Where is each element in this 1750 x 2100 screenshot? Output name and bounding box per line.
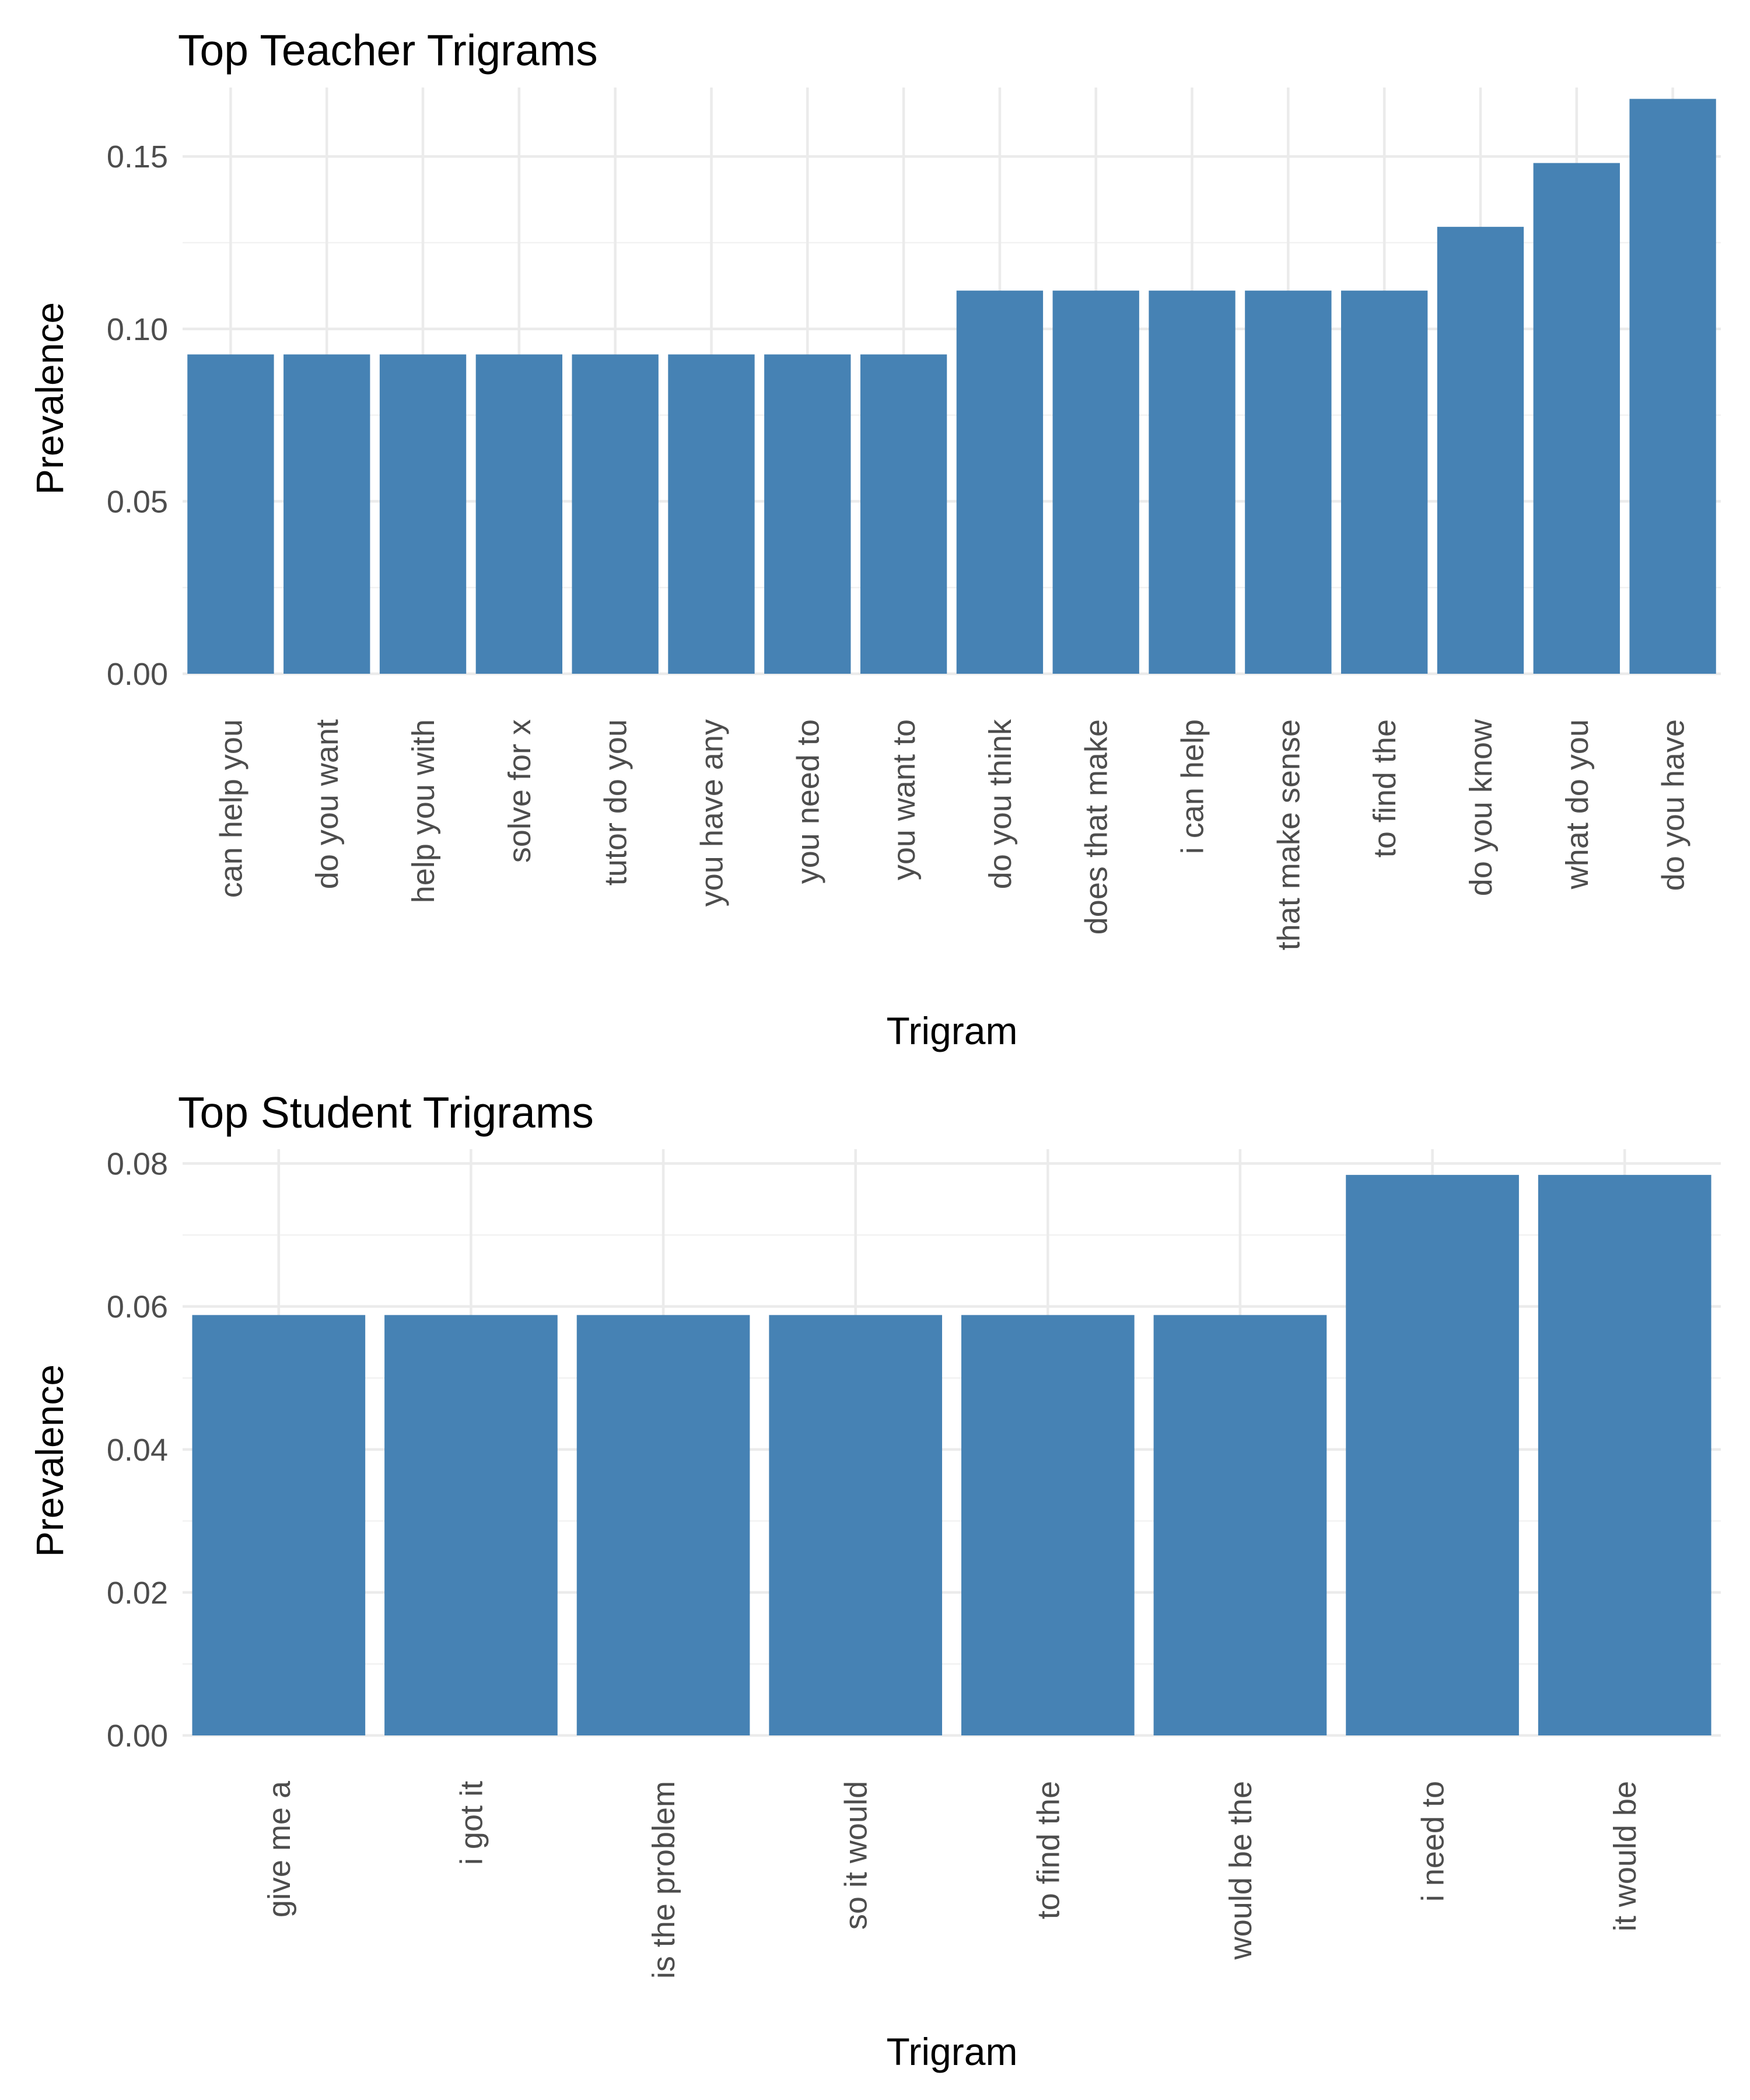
student-x-tick-label: i need to <box>1416 1781 1451 1902</box>
teacher-x-tick-label: do you know <box>1464 719 1499 896</box>
teacher-x-tick-label: you have any <box>694 719 729 907</box>
teacher-bar-you-need-to <box>764 354 851 674</box>
student-y-ticks: 0.00 0.02 0.04 0.06 0.08 <box>107 1147 168 1754</box>
student-x-ticks: give me a i got it is the problem so it wou… <box>262 1780 1643 1979</box>
teacher-y-tick-label: 0.05 <box>107 484 168 519</box>
teacher-x-tick-label: i can help <box>1175 719 1210 854</box>
student-y-tick-label: 0.04 <box>107 1433 168 1468</box>
teacher-x-tick-label: can help you <box>214 719 249 898</box>
teacher-bar-does-that-make <box>1052 290 1139 674</box>
teacher-bar-tutor-do-you <box>572 354 659 674</box>
student-bar-would-be-the <box>1153 1315 1327 1735</box>
student-y-tick-label: 0.08 <box>107 1147 168 1182</box>
teacher-bars <box>187 99 1716 674</box>
student-x-axis-title: Trigram <box>887 2030 1018 2073</box>
teacher-x-tick-label: do you have <box>1656 719 1691 891</box>
student-bar-is-the-problem <box>576 1315 750 1735</box>
teacher-bar-can-help-you <box>187 354 274 674</box>
student-trigrams-panel: Top Student Trigrams 0.000.020.040.060.0… <box>28 1088 1721 2073</box>
student-x-tick-label: it would be <box>1608 1781 1643 1931</box>
teacher-bar-you-want-to <box>860 354 947 674</box>
teacher-bar-solve-for-x <box>475 354 563 674</box>
teacher-y-tick-label: 0.15 <box>107 139 168 174</box>
student-y-tick-label: 0.02 <box>107 1576 168 1611</box>
teacher-x-tick-label: tutor do you <box>598 719 634 886</box>
teacher-x-tick-label: do you want <box>310 719 345 889</box>
teacher-x-tick-label: help you with <box>406 719 441 903</box>
teacher-chart-title: Top Teacher Trigrams <box>178 26 598 75</box>
teacher-x-tick-label: to find the <box>1367 719 1402 858</box>
student-bar-to-find-the <box>961 1315 1135 1735</box>
teacher-x-tick-label: you want to <box>887 719 922 880</box>
teacher-x-tick-label: solve for x <box>502 719 537 863</box>
teacher-trigrams-panel: Top Teacher Trigrams 0.00 0.05 0.10 0.15 ca… <box>28 26 1721 1052</box>
teacher-bar-what-do-you <box>1533 163 1620 674</box>
student-x-tick-label: to find the <box>1031 1781 1066 1919</box>
teacher-x-tick-label: does that make <box>1079 719 1114 935</box>
student-x-tick-label: is the problem <box>646 1781 681 1979</box>
teacher-y-tick-label: 0.00 <box>107 657 168 692</box>
teacher-x-tick-label: that make sense <box>1271 719 1306 950</box>
teacher-x-tick-label: you need to <box>790 719 825 884</box>
teacher-bar-do-you-want <box>284 354 370 674</box>
student-bar-so-it-would <box>769 1315 943 1735</box>
student-bar-i-got-it <box>384 1315 558 1735</box>
teacher-y-axis-title: Prevalence <box>28 302 71 495</box>
teacher-x-tick-label: do you think <box>983 719 1018 889</box>
teacher-bar-i-can-help <box>1149 290 1236 674</box>
student-bar-it-would-be <box>1538 1175 1712 1735</box>
teacher-x-tick-label: what do you <box>1560 719 1595 890</box>
teacher-y-ticks: 0.00 0.05 0.10 0.15 <box>107 139 168 692</box>
teacher-bar-you-have-any <box>668 354 755 674</box>
student-chart-title: Top Student Trigrams <box>178 1088 594 1137</box>
student-y-tick-label: 0.06 <box>107 1290 168 1325</box>
student-bar-i-need-to <box>1346 1175 1519 1735</box>
student-x-tick-label: so it would <box>839 1781 874 1930</box>
student-x-tick-label: i got it <box>454 1781 489 1865</box>
teacher-bar-help-you-with <box>379 354 467 674</box>
student-y-axis-title: Prevalence <box>28 1364 71 1557</box>
teacher-x-ticks: can help you do you want help you with solv… <box>214 719 1690 950</box>
student-x-tick-label: give me a <box>262 1780 297 1917</box>
student-bars <box>192 1175 1712 1735</box>
teacher-bar-do-you-have <box>1629 99 1716 674</box>
teacher-x-axis-title: Trigram <box>887 1009 1018 1052</box>
student-y-tick-label: 0.00 <box>107 1718 168 1754</box>
teacher-bar-to-find-the <box>1340 290 1428 674</box>
teacher-bar-do-you-know <box>1437 226 1524 674</box>
student-bar-give-me-a <box>192 1315 366 1735</box>
teacher-y-tick-label: 0.10 <box>107 312 168 347</box>
student-x-tick-label: would be the <box>1223 1781 1258 1960</box>
teacher-bar-that-make-sense <box>1245 290 1332 674</box>
teacher-bar-do-you-think <box>956 290 1044 674</box>
